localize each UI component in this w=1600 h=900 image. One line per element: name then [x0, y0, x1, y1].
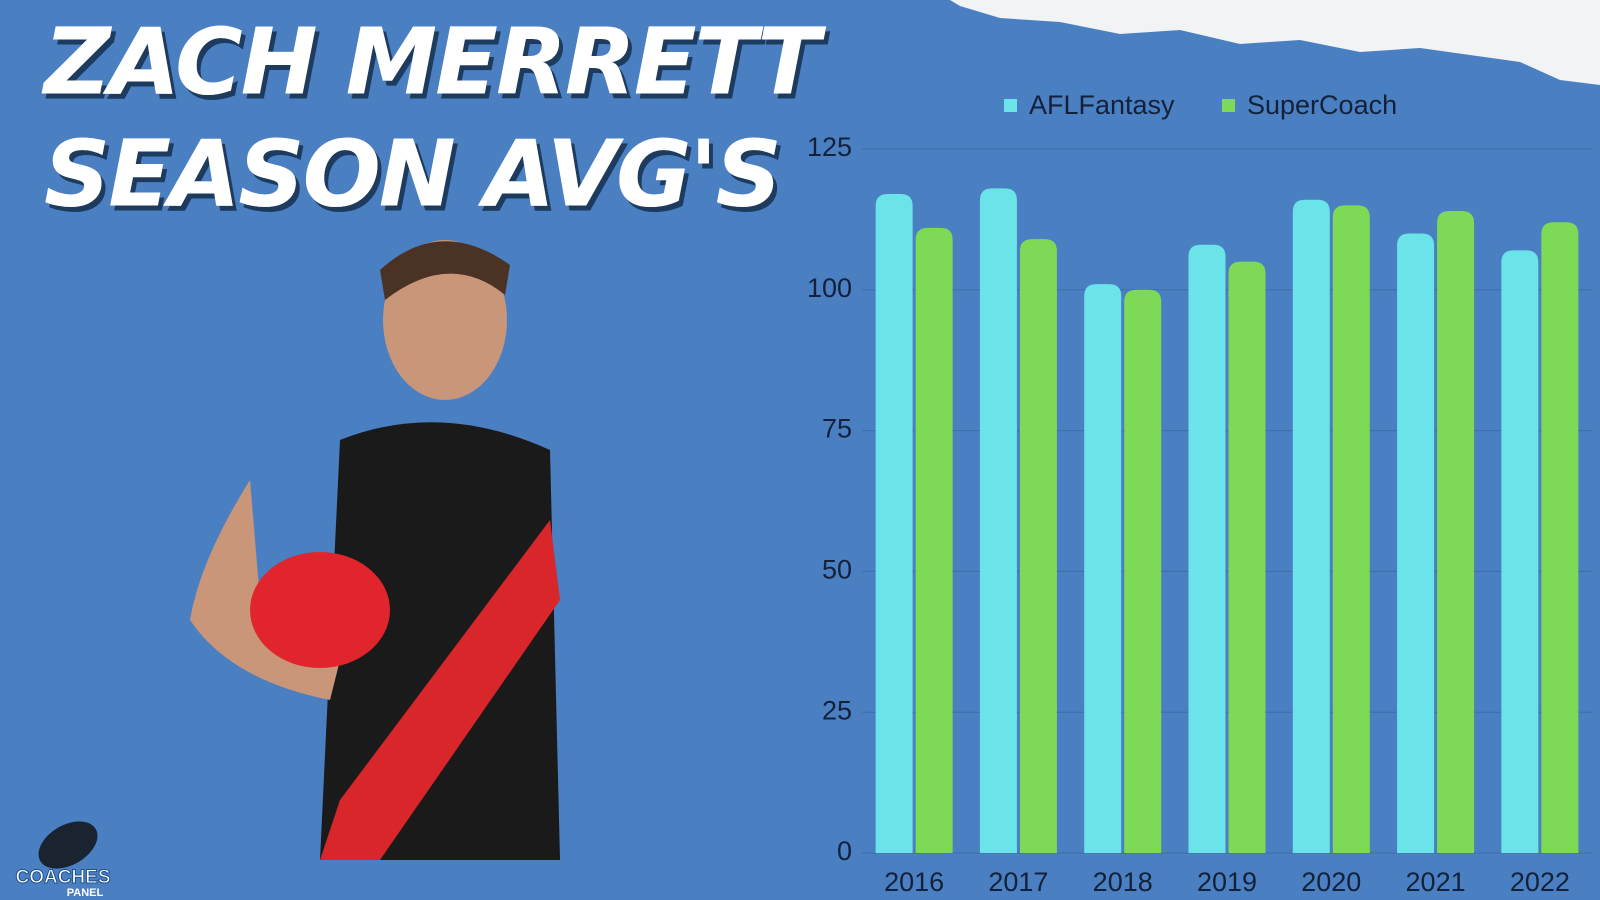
x-tick-label: 2018 — [1093, 867, 1153, 897]
x-tick-label: 2016 — [884, 867, 944, 897]
bar — [1084, 284, 1122, 854]
torn-paper — [950, 0, 1600, 85]
legend-swatch — [1004, 99, 1017, 112]
bar — [1437, 210, 1475, 853]
x-tick-label: 2020 — [1301, 867, 1361, 897]
logo: COACHES PANEL — [15, 821, 111, 899]
y-tick-label: 125 — [807, 132, 852, 162]
title-line: SEASON AVG'S — [44, 120, 780, 227]
title-line: ZACH MERRETT — [41, 8, 826, 115]
y-tick-label: 25 — [822, 695, 852, 725]
y-tick-label: 100 — [807, 273, 852, 303]
bar — [1397, 233, 1435, 854]
bar — [1124, 289, 1162, 853]
bar — [1292, 199, 1330, 854]
y-tick-label: 50 — [822, 555, 852, 585]
legend-label: AFLFantasy — [1029, 90, 1175, 120]
bar — [1332, 205, 1370, 853]
bar — [875, 194, 913, 853]
x-tick-label: 2021 — [1406, 867, 1466, 897]
logo-text: PANEL — [67, 887, 104, 899]
bar — [1228, 261, 1266, 853]
bar — [915, 227, 953, 853]
legend-label: SuperCoach — [1247, 90, 1397, 120]
x-tick-label: 2019 — [1197, 867, 1257, 897]
logo-text: COACHES — [15, 867, 110, 888]
legend-swatch — [1222, 99, 1235, 112]
bar — [1501, 250, 1539, 854]
x-tick-label: 2017 — [988, 867, 1048, 897]
bar — [979, 188, 1017, 853]
y-tick-label: 0 — [837, 836, 852, 866]
y-tick-label: 75 — [822, 414, 852, 444]
bar — [1541, 222, 1579, 853]
player-photo — [190, 240, 560, 860]
bar — [1188, 244, 1226, 853]
x-tick-label: 2022 — [1510, 867, 1570, 897]
bar — [1019, 239, 1057, 853]
